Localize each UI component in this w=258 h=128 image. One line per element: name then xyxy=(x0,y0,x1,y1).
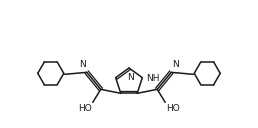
Text: NH: NH xyxy=(146,74,160,83)
Text: HO: HO xyxy=(78,104,92,113)
Text: HO: HO xyxy=(166,104,180,113)
Text: N: N xyxy=(172,60,179,69)
Text: N: N xyxy=(127,73,133,82)
Text: N: N xyxy=(79,60,86,69)
